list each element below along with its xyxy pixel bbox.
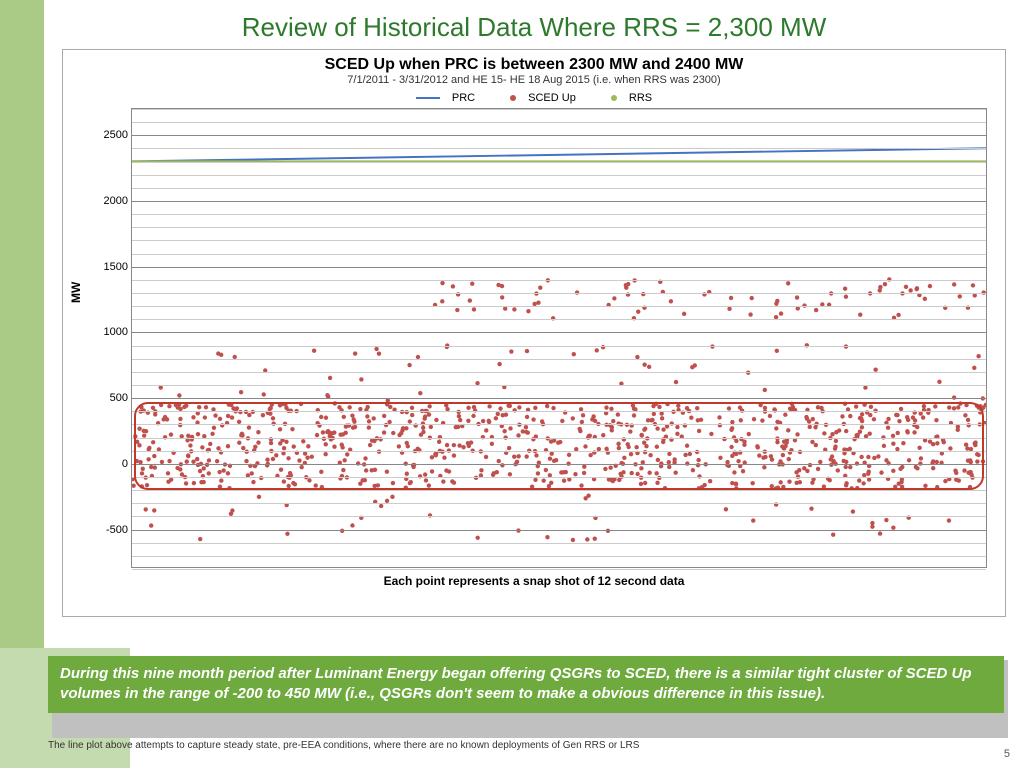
footnote: The line plot above attempts to capture … [48, 740, 639, 751]
chart-container: SCED Up when PRC is between 2300 MW and … [62, 49, 1006, 617]
page-number: 5 [1004, 748, 1010, 760]
x-axis-caption: Each point represents a snap shot of 12 … [71, 574, 997, 588]
chart-title: SCED Up when PRC is between 2300 MW and … [71, 56, 997, 74]
y-axis-label: MW [69, 282, 83, 303]
chart-subtitle: 7/1/2011 - 3/31/2012 and HE 15- HE 18 Au… [71, 74, 997, 86]
page-title: Review of Historical Data Where RRS = 2,… [62, 12, 1006, 43]
chart-svg [132, 109, 986, 567]
chart-legend: PRC SCED Up RRS [71, 92, 997, 104]
legend-sced: SCED Up [528, 92, 576, 104]
legend-prc: PRC [452, 92, 475, 104]
plot-area: -50005001000150020002500 [131, 108, 987, 568]
slide-content: Review of Historical Data Where RRS = 2,… [44, 0, 1024, 768]
highlight-note: During this nine month period after Lumi… [48, 656, 1004, 713]
legend-rrs: RRS [629, 92, 652, 104]
